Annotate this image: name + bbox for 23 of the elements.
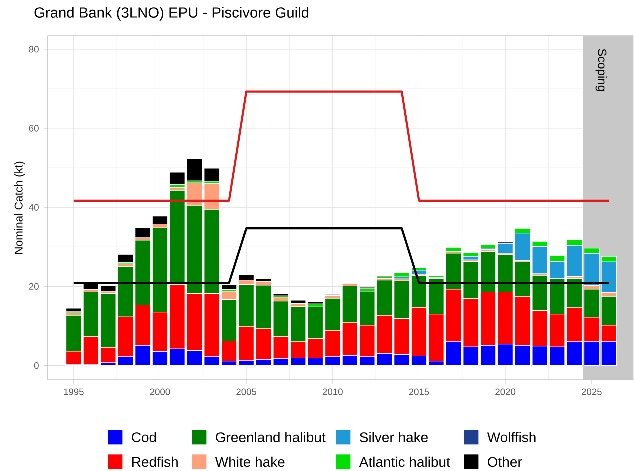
legend-label: Greenland halibut (216, 432, 326, 442)
x-tick-label: 2025 (582, 388, 602, 396)
legend-label: Atlantic halibut (359, 456, 450, 468)
y-axis-title: Nominal Catch (kt) (14, 162, 26, 254)
legend-label: Wolffish (487, 432, 536, 442)
legend-label: Silver hake (360, 432, 428, 442)
band-label: Scoping (596, 49, 607, 92)
legend-label: Cod (132, 432, 156, 442)
y-tick-label: 20 (29, 283, 39, 290)
x-tick-label: 2015 (409, 388, 430, 396)
x-tick-label: 2010 (322, 388, 343, 396)
y-tick-label: 0 (34, 362, 39, 370)
y-tick-label: 80 (29, 46, 39, 53)
x-tick-label: 1995 (64, 388, 84, 396)
x-tick-label: 2000 (150, 388, 170, 396)
legend-label: White hake (215, 456, 285, 468)
legend-label: Other (488, 456, 522, 468)
y-tick-label: 60 (29, 125, 39, 132)
x-tick-label: 2020 (496, 388, 516, 396)
chart-title: Grand Bank (3LNO) EPU - Piscivore Guild (34, 7, 309, 21)
x-tick-label: 2005 (236, 388, 257, 396)
y-tick-label: 40 (29, 204, 39, 211)
legend-label: Redfish (132, 456, 178, 468)
